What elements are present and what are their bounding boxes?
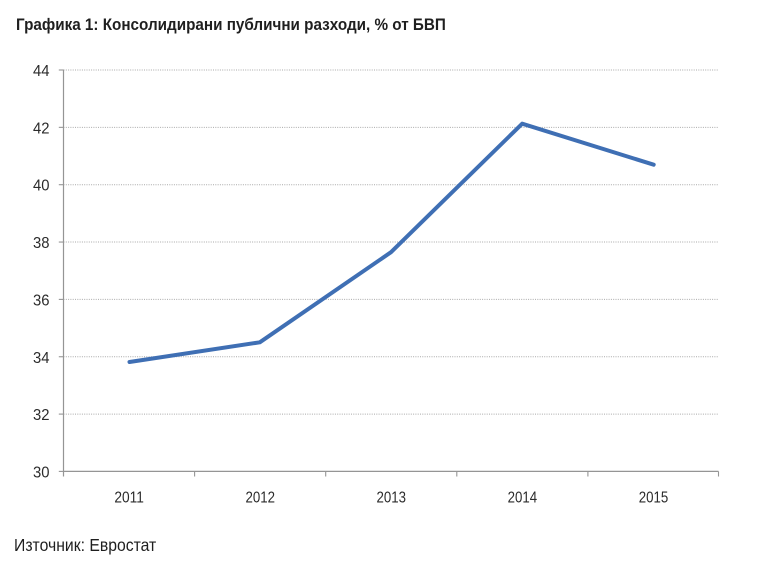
svg-text:38: 38 [33, 235, 50, 252]
svg-text:2011: 2011 [114, 490, 144, 507]
svg-text:36: 36 [33, 292, 50, 309]
svg-text:30: 30 [33, 464, 50, 481]
svg-text:2013: 2013 [377, 490, 407, 507]
svg-text:42: 42 [33, 120, 50, 137]
svg-text:32: 32 [33, 407, 50, 424]
svg-text:2015: 2015 [639, 490, 669, 507]
svg-text:44: 44 [33, 63, 50, 80]
svg-text:34: 34 [33, 350, 50, 367]
svg-text:40: 40 [33, 178, 50, 195]
svg-text:2012: 2012 [245, 490, 275, 507]
svg-text:2014: 2014 [508, 490, 538, 507]
